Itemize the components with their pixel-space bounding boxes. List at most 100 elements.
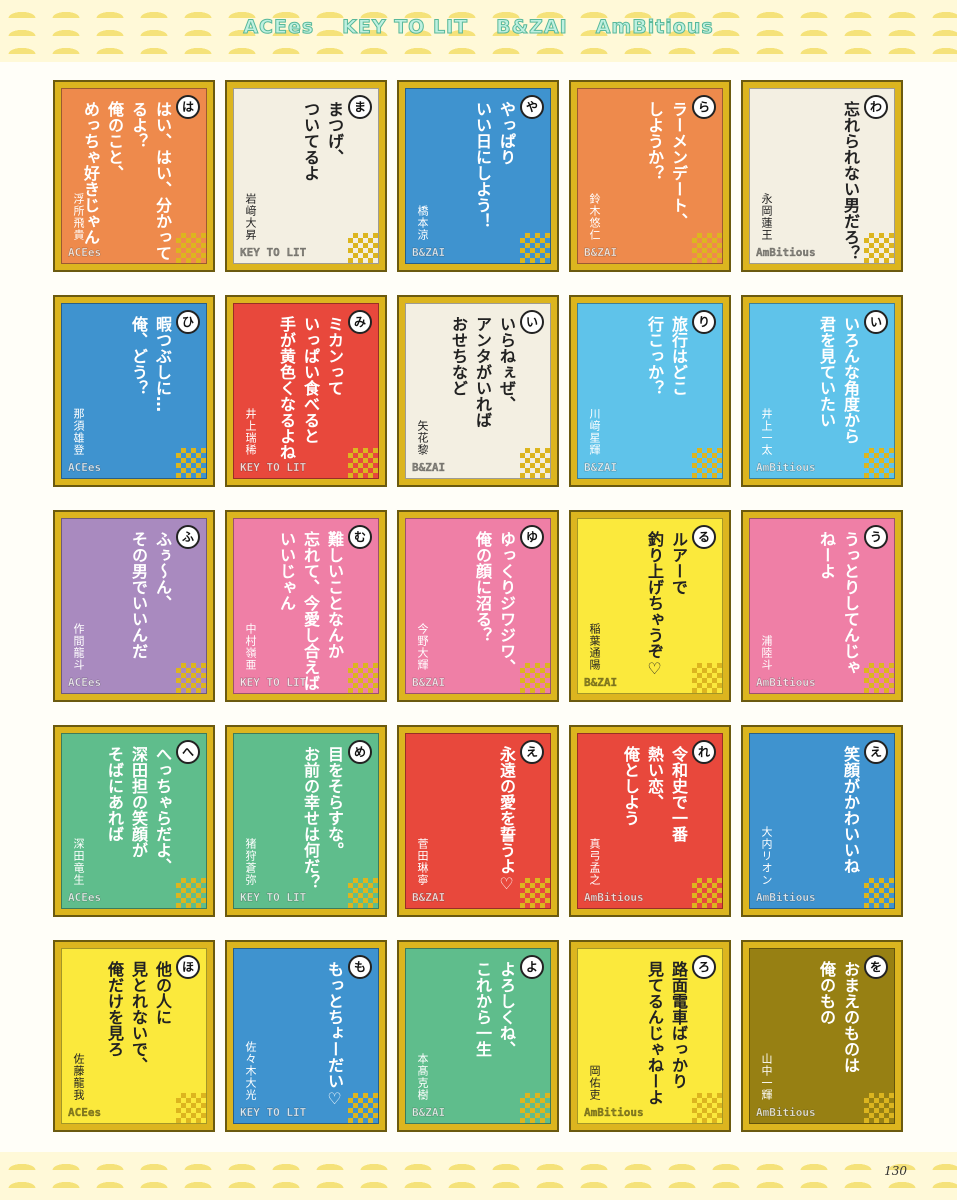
checker-pattern (176, 233, 206, 263)
card-panel: ううっとりしてんじゃ ねーよ 浦陸斗 AmBitious (749, 518, 895, 694)
group-label: B&ZAI (412, 676, 446, 689)
card-phrase: いろんな角度から 君を見ていたい (814, 316, 862, 444)
phrase-line: 俺、どう？ (129, 316, 148, 396)
card-panel: ほ他の人に 見とれないで、 俺だけを見ろ 佐藤龍我 ACEes (61, 948, 207, 1124)
karuta-card: れ令和史で一番 熱い恋、 俺としよう 真弓孟之 AmBitious (569, 725, 731, 917)
card-phrase: ラーメンデート、 しようか？ (642, 101, 690, 229)
member-name: 中村嶺亜 (244, 623, 257, 671)
checker-pattern (176, 448, 206, 478)
card-phrase: 旅行はどこ 行こっか？ (642, 316, 690, 396)
card-panel: ももっとちょーだい♡ 佐々木大光 KEY TO LIT (233, 948, 379, 1124)
checker-pattern (864, 663, 894, 693)
card-phrase: よろしくね、 これから一生 (470, 961, 518, 1057)
card-phrase: 路面電車ばっかり 見てるんじゃねーよ (642, 961, 690, 1105)
member-name: 山中一輝 (760, 1053, 773, 1101)
card-phrase: 難しいことなんか 忘れて、今愛し合えば いいじゃん (274, 531, 346, 691)
card-phrase: ルアーで 釣り上げちゃうぞ♡ (642, 531, 690, 678)
phrase-line: よろしくね、 (497, 961, 516, 1057)
member-name: 本髙克樹 (416, 1053, 429, 1101)
card-panel: をおまえのものは 俺のもの山中一輝 AmBitious (749, 948, 895, 1124)
kana-badge: ら (692, 95, 716, 119)
member-name: 岡佑吏 (588, 1065, 601, 1101)
karuta-card: るルアーで 釣り上げちゃうぞ♡ 稲葉通陽 B&ZAI (569, 510, 731, 702)
group-label: B&ZAI (412, 1106, 446, 1119)
karuta-card: ほ他の人に 見とれないで、 俺だけを見ろ 佐藤龍我 ACEes (53, 940, 215, 1132)
phrase-line: ルアーで (669, 531, 688, 595)
page-number: 130 (884, 1164, 907, 1178)
group-label: AmBitious (756, 1106, 816, 1119)
member-name: 浦陸斗 (760, 635, 773, 671)
karuta-card: いいらねぇぜ、 アンタがいれば おせちなど 矢花黎 B&ZAI (397, 295, 559, 487)
card-panel: え笑顔がかわいいね 大内リオン AmBitious (749, 733, 895, 909)
card-phrase: うっとりしてんじゃ ねーよ (814, 531, 862, 675)
member-name: 深田竜生 (72, 838, 85, 886)
checker-pattern (176, 1093, 206, 1123)
karuta-card: いいろんな角度から 君を見ていたい 井上一太 AmBitious (741, 295, 903, 487)
phrase-line: 俺としよう (621, 746, 640, 826)
card-panel: め目をそらすな。 お前の幸せは何だ？ 猪狩蒼弥 KEY TO LIT (233, 733, 379, 909)
card-phrase: 令和史で一番 熱い恋、 俺としよう (618, 746, 690, 842)
card-panel: ろ路面電車ばっかり 見てるんじゃねーよ岡佑吏 AmBitious (577, 948, 723, 1124)
checker-pattern (348, 448, 378, 478)
phrase-line: いろんな角度から (841, 316, 860, 444)
group-label: KEY TO LIT (240, 676, 307, 689)
checker-pattern (348, 878, 378, 908)
kana-badge: む (348, 525, 372, 549)
card-panel: らラーメンデート、 しようか？ 鈴木悠仁 B&ZAI (577, 88, 723, 264)
member-name: 真弓孟之 (588, 838, 601, 886)
group-label: AmBitious (584, 1106, 644, 1119)
karuta-card: ははい、はい、分かってるよ？ 俺のこと、 めっちゃ好きじゃん 浮所飛貴 ACEes (53, 80, 215, 272)
card-panel: みミカンって いっぱい食べると 手が黄色くなるよね 井上瑞稀 KEY TO LIT (233, 303, 379, 479)
phrase-line: 釣り上げちゃうぞ♡ (645, 531, 664, 678)
karuta-card: らラーメンデート、 しようか？ 鈴木悠仁 B&ZAI (569, 80, 731, 272)
card-phrase: 暇つぶしに… 俺、どう？ (126, 316, 174, 412)
karuta-card: ももっとちょーだい♡ 佐々木大光 KEY TO LIT (225, 940, 387, 1132)
card-phrase: へっちゃらだよ、 深田担の笑顔が そばにあれば (102, 746, 174, 874)
phrase-line: はい、はい、分かってるよ？ (129, 101, 172, 261)
card-phrase: 忘れられない男だろ？ (838, 101, 862, 261)
card-phrase: はい、はい、分かってるよ？ 俺のこと、 めっちゃ好きじゃん (78, 101, 174, 263)
card-panel: ややっぱり いい日にしよう！ 橋本涼 B&ZAI (405, 88, 551, 264)
card-phrase: おまえのものは 俺のもの (814, 961, 862, 1073)
checker-pattern (348, 1093, 378, 1123)
phrase-line: 旅行はどこ (669, 316, 688, 396)
card-panel: む難しいことなんか 忘れて、今愛し合えば いいじゃん中村嶺亜 KEY TO LIT (233, 518, 379, 694)
phrase-line: ミカンって (325, 316, 344, 396)
kana-badge: は (176, 95, 200, 119)
kana-badge: ふ (176, 525, 200, 549)
phrase-line: 深田担の笑顔が (129, 746, 148, 858)
phrase-line: お前の幸せは何だ？ (301, 746, 320, 890)
karuta-card: ろ路面電車ばっかり 見てるんじゃねーよ岡佑吏 AmBitious (569, 940, 731, 1132)
card-phrase: いらねぇぜ、 アンタがいれば おせちなど (446, 316, 518, 428)
cloud-band (0, 0, 957, 62)
phrase-line: 君を見ていたい (817, 316, 836, 428)
kana-badge: ほ (176, 955, 200, 979)
kana-badge: れ (692, 740, 716, 764)
karuta-card: え永遠の愛を誓うよ♡ 菅田琳寧 B&ZAI (397, 725, 559, 917)
card-panel: ひ暇つぶしに… 俺、どう？ 那須雄登 ACEes (61, 303, 207, 479)
group-label: B&ZAI (584, 246, 618, 259)
checker-pattern (348, 233, 378, 263)
cloud-band (0, 1152, 957, 1200)
checker-pattern (520, 1093, 550, 1123)
group-label: ACEes (68, 461, 102, 474)
group-label: B&ZAI (584, 461, 618, 474)
kana-badge: を (864, 955, 888, 979)
phrase-line: いらねぇぜ、 (497, 316, 516, 412)
phrase-line: 難しいことなんか (325, 531, 344, 659)
checker-pattern (864, 1093, 894, 1123)
checker-pattern (692, 1093, 722, 1123)
checker-pattern (520, 663, 550, 693)
kana-badge: ひ (176, 310, 200, 334)
phrase-line: めっちゃ好きじゃん (81, 101, 100, 245)
phrase-line: まつげ、 (325, 101, 344, 165)
kana-badge: い (520, 310, 544, 334)
kana-badge: ま (348, 95, 372, 119)
kana-badge: ろ (692, 955, 716, 979)
group-title: B&ZAI (496, 16, 568, 39)
karuta-card: り旅行はどこ 行こっか？ 川﨑星輝 B&ZAI (569, 295, 731, 487)
checker-pattern (692, 233, 722, 263)
card-panel: ままつげ、 ついてるよ 岩﨑大昇 KEY TO LIT (233, 88, 379, 264)
group-title: ACEes (243, 16, 315, 39)
